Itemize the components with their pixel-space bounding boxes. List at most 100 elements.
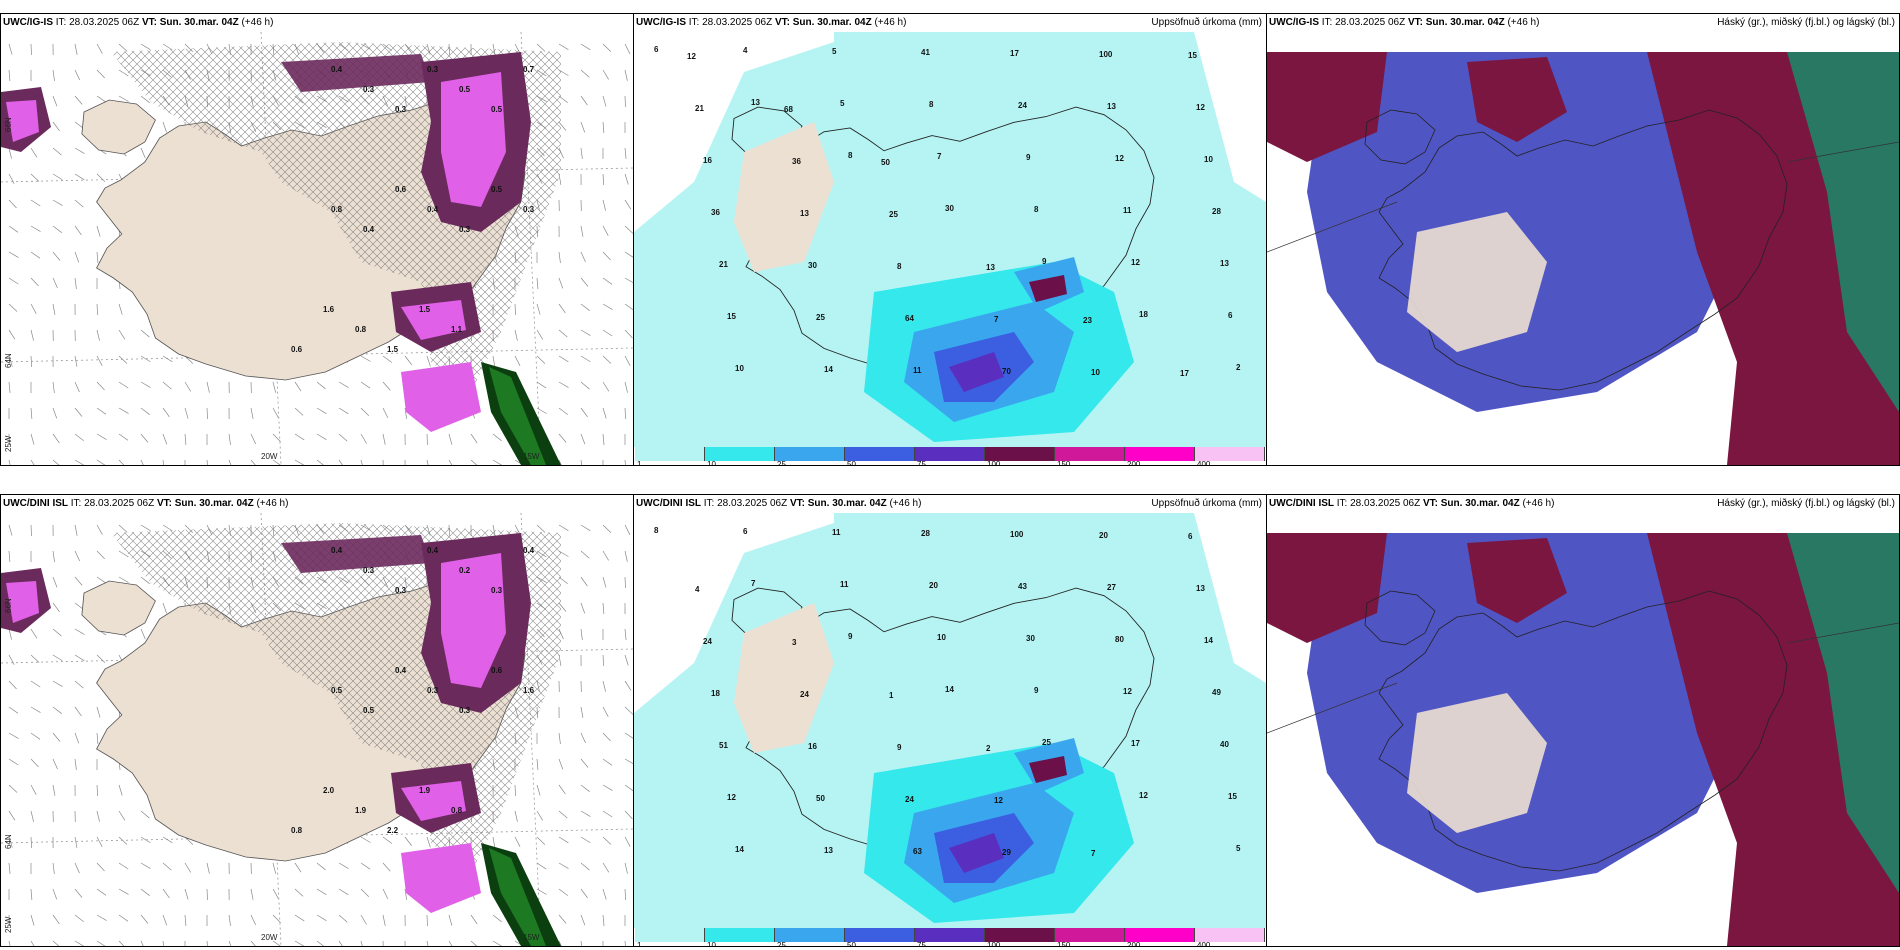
precip-value: 0.3 xyxy=(395,105,407,114)
wind-barb xyxy=(118,329,126,340)
wind-barb xyxy=(74,654,85,662)
wind-barb xyxy=(492,940,503,946)
wind-barb xyxy=(558,888,568,896)
wind-barb xyxy=(30,914,35,926)
colorbar-cell xyxy=(635,447,705,461)
no-precip-area xyxy=(1194,32,1266,202)
wind-barb xyxy=(8,69,11,81)
it-label: IT: 28.03.2025 06Z xyxy=(70,498,155,509)
row1-accum-precip-panel: UWC/IG-IS IT: 28.03.2025 06Z VT: Sun. 30… xyxy=(633,13,1267,466)
cloud-cover-map xyxy=(1267,513,1899,946)
wind-barb xyxy=(52,147,62,156)
colorbar-cell xyxy=(915,928,985,942)
wind-barb xyxy=(602,914,605,926)
precip-value: 12 xyxy=(1196,103,1205,112)
graticule-line xyxy=(1267,201,1398,253)
graticule-line xyxy=(1786,141,1899,163)
wind-barb xyxy=(74,277,77,289)
wind-barb xyxy=(96,381,105,391)
wind-barb xyxy=(52,407,58,419)
precip-value: 1.6 xyxy=(323,305,335,314)
wind-barb xyxy=(184,862,192,873)
wind-barb xyxy=(338,940,343,946)
precip-value: 10 xyxy=(937,633,946,642)
colorbar-tick: 50 xyxy=(847,941,856,947)
wind-barb xyxy=(30,628,38,639)
wind-precip-map: 0.4 0.3 0.3 0.4 0.2 0.3 0.4 0.5 0.5 0.4 0.3 0.3 0.6 1… xyxy=(1,513,633,946)
wind-barb xyxy=(162,836,173,844)
wind-barb xyxy=(580,914,586,926)
precip-value: 0.3 xyxy=(523,205,535,214)
colorbar-cell xyxy=(705,447,775,461)
wind-barb xyxy=(118,303,123,315)
wind-barb xyxy=(404,407,408,419)
precip-colorbar: 1 10 25 50 75 100 150 200 400 xyxy=(635,447,1265,465)
wind-barb xyxy=(96,225,101,237)
wind-barb xyxy=(8,225,19,233)
precip-value: 5 xyxy=(840,99,845,108)
wind-barb xyxy=(8,680,17,690)
wind-barb xyxy=(30,459,35,465)
precip-value: 0.5 xyxy=(363,706,375,715)
colorbar-tick: 75 xyxy=(917,460,926,466)
wind-barb xyxy=(96,43,103,54)
wind-barb xyxy=(8,199,17,209)
wind-barb xyxy=(162,121,167,133)
wind-barb xyxy=(52,914,60,925)
wind-barb xyxy=(96,940,106,946)
wind-barb xyxy=(558,303,566,314)
precip-value: 14 xyxy=(1204,636,1213,645)
westfjords-outline xyxy=(81,99,156,155)
wind-barb xyxy=(338,888,349,896)
wind-barb xyxy=(74,69,80,81)
wind-barb xyxy=(30,329,34,341)
wind-barb xyxy=(580,69,590,78)
precip-value: 7 xyxy=(994,315,999,324)
precip-value: 0.6 xyxy=(395,185,407,194)
wind-barb xyxy=(470,433,478,444)
precip-value: 25 xyxy=(889,210,898,219)
precip-dark-area xyxy=(281,54,431,92)
colorbar-tick: 200 xyxy=(1127,941,1141,947)
high-cloud-area xyxy=(1467,57,1567,142)
wind-barb xyxy=(602,407,607,419)
precip-value: 0.3 xyxy=(427,65,439,74)
it-label: IT: 28.03.2025 06Z xyxy=(55,17,140,28)
wind-barb xyxy=(514,784,516,797)
wind-barb xyxy=(228,940,232,946)
wind-barb xyxy=(118,433,129,441)
wind-barb xyxy=(74,147,85,154)
colorbar-tick: 1 xyxy=(637,941,642,947)
wind-barb xyxy=(74,550,80,562)
wind-precip-map: 0.4 0.3 0.3 0.3 0.5 0.5 0.7 0.8 0.4 0.6 0.4 0.3 0.5 0… xyxy=(1,32,633,465)
wind-barb xyxy=(580,121,586,133)
wind-barb xyxy=(74,251,80,263)
wind-barb xyxy=(140,329,150,338)
wind-barb xyxy=(602,758,613,766)
wind-barb xyxy=(96,784,98,797)
wind-barb xyxy=(140,407,150,415)
wind-barb xyxy=(492,914,502,923)
precip-value: 11 xyxy=(832,528,841,537)
precip-value: 2.0 xyxy=(323,786,335,795)
wind-barb xyxy=(558,524,569,532)
precip-value: 51 xyxy=(719,741,728,750)
precip-value: 14 xyxy=(735,845,744,854)
wind-barb xyxy=(624,888,626,901)
model-label: UWC/DINI ISL xyxy=(636,498,701,509)
wind-barb xyxy=(514,355,521,366)
precip-value: 14 xyxy=(945,685,954,694)
precip-value: 13 xyxy=(800,209,809,218)
panel-header: UWC/DINI ISL IT: 28.03.2025 06Z VT: Sun.… xyxy=(634,495,1266,513)
wind-barb xyxy=(206,381,210,393)
wind-barb xyxy=(52,628,62,637)
wind-barb xyxy=(96,303,98,316)
westfjords-outline xyxy=(81,580,156,636)
precip-value: 0.4 xyxy=(427,205,439,214)
wind-barb xyxy=(558,810,568,819)
precip-value: 11 xyxy=(1123,206,1132,215)
wind-barb xyxy=(624,940,626,946)
wind-barb xyxy=(602,706,609,717)
precip-value: 9 xyxy=(848,632,853,641)
wind-barb xyxy=(96,95,107,103)
